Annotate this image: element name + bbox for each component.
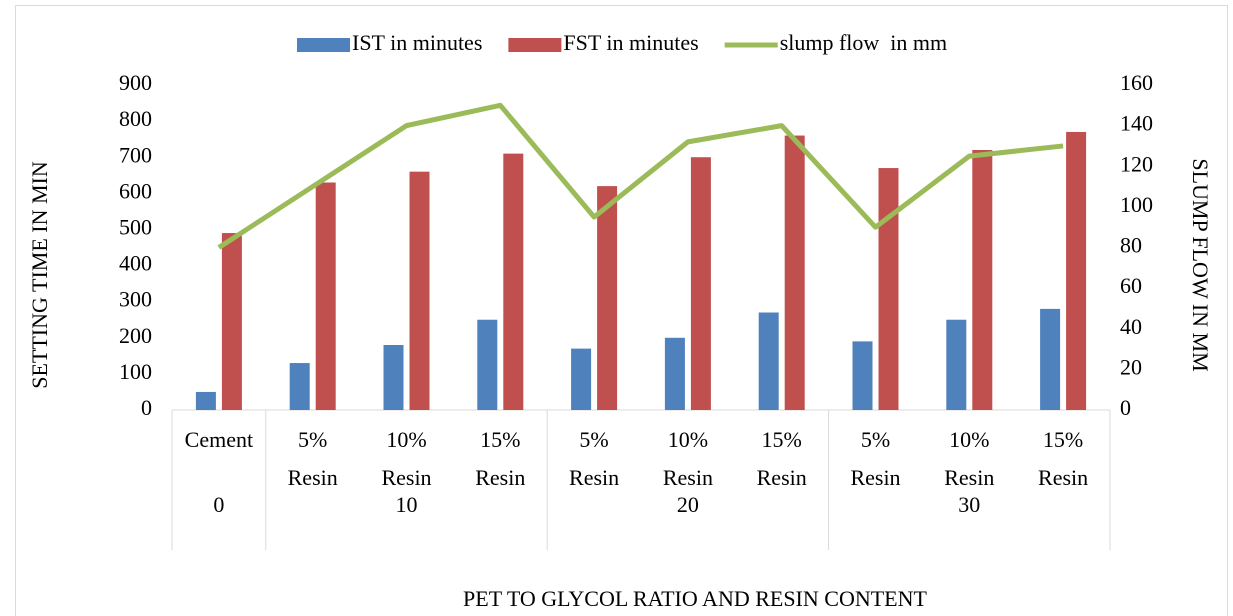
y2-tick-label: 20 bbox=[1120, 354, 1142, 379]
y-tick-label: 0 bbox=[141, 395, 152, 420]
x-tick-label: 5% Resin bbox=[569, 427, 620, 490]
y-tick-label: 300 bbox=[119, 287, 152, 312]
x-tick-label: 10% Resin bbox=[662, 427, 713, 490]
y-tick-label: 200 bbox=[119, 323, 152, 348]
x-tick-label: 15% Resin bbox=[1038, 427, 1089, 490]
y2-axis-title: SLUMP FLOW IN MM bbox=[1188, 158, 1213, 371]
x-axis-title: PET TO GLYCOL RATIO AND RESIN CONTENT bbox=[463, 586, 927, 611]
line-series bbox=[217, 102, 1064, 250]
bar bbox=[1040, 308, 1061, 410]
y2-tick-label: 160 bbox=[1120, 70, 1153, 95]
bar bbox=[315, 182, 336, 410]
legend-swatch bbox=[508, 38, 562, 52]
y2-tick-label: 80 bbox=[1120, 233, 1142, 258]
y-tick-label: 600 bbox=[119, 178, 152, 203]
bar bbox=[690, 157, 711, 410]
legend-swatch bbox=[297, 38, 350, 52]
y2-tick-label: 100 bbox=[1120, 192, 1153, 217]
bar bbox=[852, 341, 873, 410]
y-tick-label: 400 bbox=[119, 251, 152, 276]
legend-label: FST in minutes bbox=[563, 30, 698, 55]
y2-tick-label: 60 bbox=[1120, 273, 1142, 298]
bar bbox=[784, 135, 805, 411]
bar bbox=[664, 337, 685, 410]
x-group-label: 10 bbox=[395, 492, 418, 517]
bar bbox=[503, 153, 524, 410]
y-tick-label: 900 bbox=[119, 70, 152, 95]
x-group-label: 20 bbox=[676, 492, 699, 517]
legend-label: IST in minutes bbox=[352, 30, 482, 55]
bar bbox=[477, 319, 498, 410]
y-tick-label: 700 bbox=[119, 142, 152, 167]
x-tick-label: 10% Resin bbox=[944, 427, 995, 490]
bar bbox=[571, 348, 592, 410]
bar bbox=[1066, 131, 1087, 410]
bar bbox=[878, 168, 899, 410]
bar bbox=[972, 150, 993, 410]
y2-tick-label: 40 bbox=[1120, 314, 1142, 339]
x-tick-label: 10% Resin bbox=[381, 427, 432, 490]
y-tick-label: 800 bbox=[119, 106, 152, 131]
y2-tick-label: 120 bbox=[1120, 151, 1153, 176]
x-tick-label: 5% Resin bbox=[287, 427, 338, 490]
bar bbox=[946, 319, 967, 410]
legend-label: slump flow in mm bbox=[780, 30, 947, 55]
x-tick-label: 15% Resin bbox=[475, 427, 526, 490]
x-tick-label: 5% Resin bbox=[850, 427, 901, 490]
x-group-label: 0 bbox=[213, 492, 225, 517]
y-tick-label: 500 bbox=[119, 214, 152, 239]
x-group-label: 30 bbox=[958, 492, 981, 517]
bar bbox=[383, 345, 404, 410]
bar bbox=[221, 233, 242, 410]
bar bbox=[758, 312, 779, 410]
y2-tick-label: 140 bbox=[1120, 111, 1153, 136]
x-tick-label: Cement bbox=[184, 427, 254, 452]
chart-border bbox=[15, 5, 1228, 616]
x-tick-label: 15% Resin bbox=[756, 427, 807, 490]
bar bbox=[289, 363, 310, 410]
bar bbox=[195, 391, 216, 410]
y2-tick-label: 0 bbox=[1120, 395, 1131, 420]
y-axis-title: SETTING TIME IN MIN bbox=[27, 161, 52, 389]
bar bbox=[409, 171, 430, 410]
bar bbox=[597, 186, 618, 410]
y-tick-label: 100 bbox=[119, 359, 152, 384]
